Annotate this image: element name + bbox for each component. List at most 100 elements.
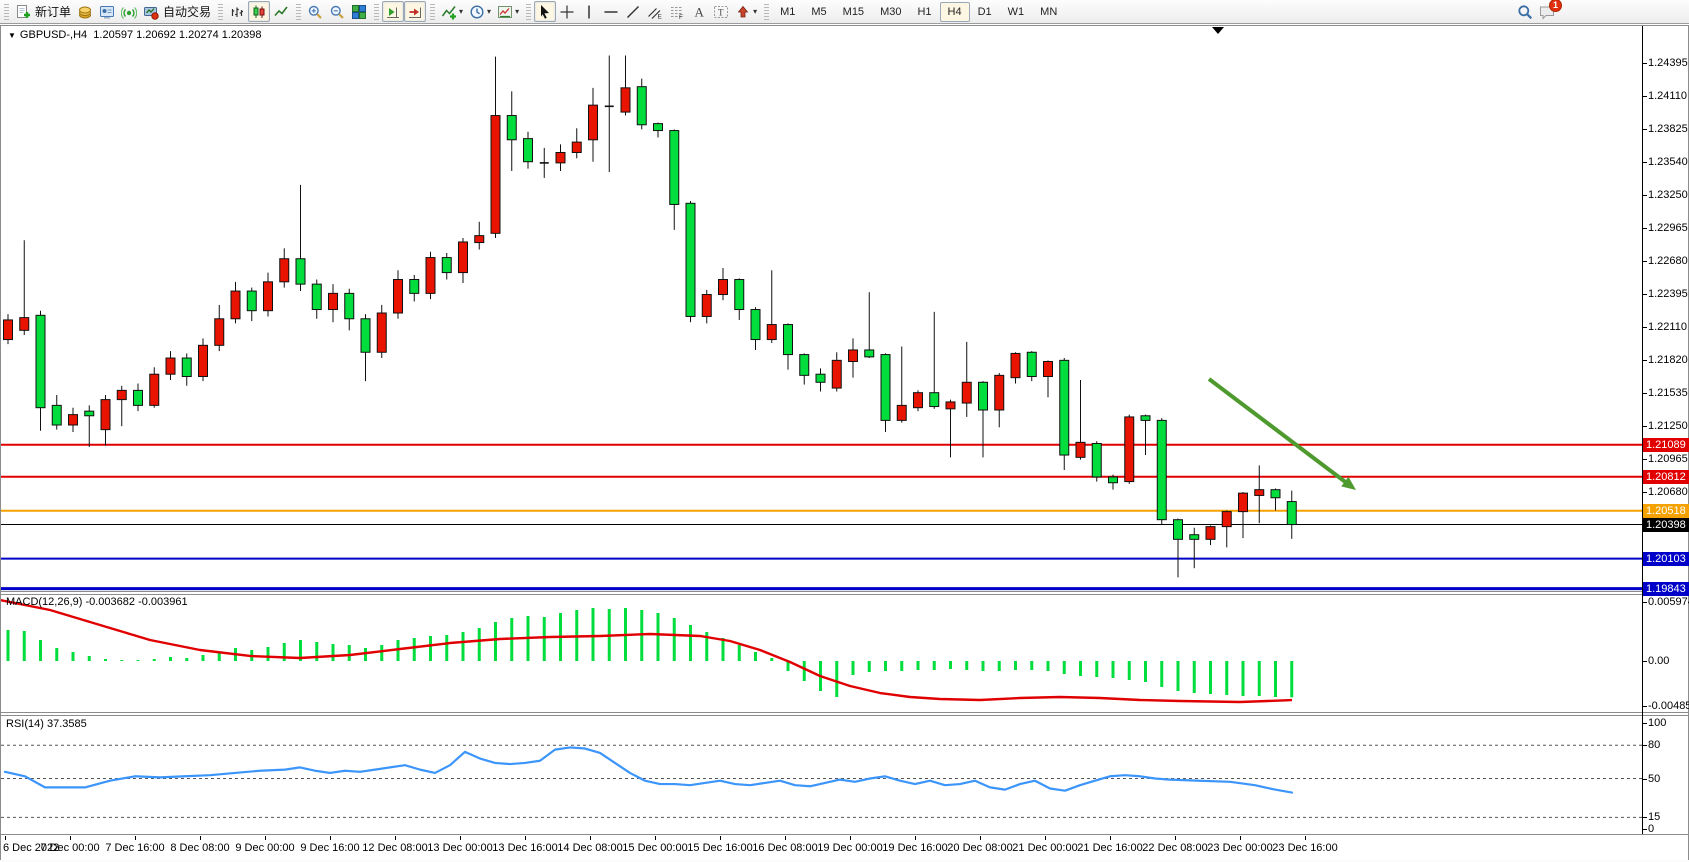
auto-trading-button[interactable]: 自动交易: [140, 1, 214, 22]
horizontal-line-button[interactable]: [600, 1, 622, 22]
channel-button[interactable]: E: [644, 1, 666, 22]
auto-scroll-button[interactable]: [382, 1, 405, 22]
bar-chart-button[interactable]: [226, 1, 248, 22]
add-indicator-button[interactable]: ▾: [438, 1, 466, 22]
time-label: 22 Dec 08:00: [1142, 842, 1208, 854]
price-tick: [1642, 161, 1647, 163]
chart-shift-button[interactable]: [404, 1, 427, 22]
price-tick: [1642, 95, 1647, 97]
chevron-down-icon[interactable]: ▾: [753, 7, 758, 16]
time-label: 14 Dec 08:00: [557, 842, 623, 854]
templates-icon: [497, 4, 513, 20]
tab-w1[interactable]: W1: [1000, 2, 1033, 22]
market-depth-button[interactable]: [74, 1, 96, 22]
zoom-out-button[interactable]: [326, 1, 348, 22]
time-label: 19 Dec 16:00: [882, 842, 948, 854]
vertical-line-icon: [581, 4, 597, 20]
price-tick-label: 1.21820: [1648, 354, 1688, 367]
cursor-icon: [537, 4, 553, 20]
price-tick-label: 1.22395: [1648, 287, 1688, 300]
chevron-down-icon[interactable]: ▾: [515, 7, 520, 16]
chevron-down-icon[interactable]: ▾: [487, 7, 492, 16]
price-tick-label: 1.24110: [1648, 89, 1687, 102]
chart-shift-marker[interactable]: [1212, 27, 1224, 34]
tab-m5[interactable]: M5: [803, 2, 834, 22]
tab-m15[interactable]: M15: [835, 2, 872, 22]
symbol-dropdown-icon[interactable]: ▼: [8, 31, 16, 40]
time-label: 12 Dec 08:00: [362, 842, 428, 854]
macd-scale-tick: [1642, 602, 1647, 604]
macd-scale-label: 0.00: [1648, 655, 1670, 667]
signals-button[interactable]: [118, 1, 140, 22]
price-tick-label: 1.24395: [1648, 57, 1688, 69]
price-tick: [1642, 128, 1647, 130]
channel-icon: E: [647, 4, 663, 20]
time-label: 19 Dec 00:00: [817, 842, 883, 854]
price-tick-label: 1.23250: [1648, 189, 1688, 202]
tab-d1[interactable]: D1: [970, 2, 1000, 22]
time-tick: [525, 836, 526, 840]
time-axis[interactable]: [0, 860, 1689, 862]
text-button[interactable]: A: [688, 1, 710, 22]
rsi-scale-label: 50: [1648, 772, 1661, 785]
crosshair-button[interactable]: [556, 1, 578, 22]
price-tick: [1642, 195, 1647, 197]
text-label-button[interactable]: T: [710, 1, 732, 22]
fibonacci-button[interactable]: F: [666, 1, 688, 22]
new-order-button[interactable]: 新订单: [12, 1, 74, 22]
chevron-down-icon[interactable]: ▾: [459, 7, 464, 16]
button-label: M5: [811, 5, 827, 18]
zoom-out-icon: [329, 4, 345, 20]
line-chart-button[interactable]: [270, 1, 292, 22]
time-label: 13 Dec 00:00: [427, 842, 493, 854]
zoom-in-button[interactable]: [304, 1, 326, 22]
periods-icon: [469, 4, 485, 20]
price-tick-label: 1.23540: [1648, 155, 1688, 168]
time-label: 23 Dec 00:00: [1207, 842, 1273, 854]
price-tick-label: 1.22965: [1648, 222, 1688, 235]
price-tick-label: 1.20680: [1648, 485, 1688, 498]
market-depth-icon: [77, 4, 93, 20]
cursor-button[interactable]: [534, 1, 557, 22]
price-tick-label: 1.22680: [1648, 255, 1688, 268]
time-tick: [1240, 836, 1241, 840]
candlestick-button[interactable]: [248, 1, 271, 22]
auto-trading-icon: [143, 4, 159, 20]
templates-button[interactable]: ▾: [494, 1, 522, 22]
time-label: 21 Dec 16:00: [1077, 842, 1143, 854]
notification-badge: 1: [1549, 0, 1562, 12]
text-icon: A: [691, 4, 707, 20]
chart-symbol-period: GBPUSD-,H4: [19, 29, 88, 41]
chart-title: ▼ GBPUSD-,H4 1.20597 1.20692 1.20274 1.20…: [8, 29, 262, 41]
time-tick: [1045, 836, 1046, 840]
chat-button[interactable]: 1: [1536, 0, 1571, 22]
rsi-scale-label: 80: [1648, 739, 1661, 752]
arrows-button[interactable]: ▾: [732, 1, 760, 22]
tile-windows-button[interactable]: [348, 1, 370, 22]
price-tick-label: 1.23825: [1648, 122, 1688, 135]
svg-text:A: A: [695, 4, 705, 19]
time-tick: [915, 836, 916, 840]
tab-m30[interactable]: M30: [872, 2, 909, 22]
toolbar-grip: [296, 3, 302, 20]
price-tick: [1642, 393, 1647, 395]
button-label: MN: [1040, 5, 1058, 18]
tab-mn[interactable]: MN: [1032, 2, 1065, 22]
signals-icon: [121, 4, 138, 20]
periods-button[interactable]: ▾: [466, 1, 494, 22]
tab-m1[interactable]: M1: [772, 2, 803, 22]
tab-h1[interactable]: H1: [909, 2, 939, 22]
price-tick: [1642, 293, 1647, 295]
time-label: 6 Dec 2022: [3, 842, 60, 854]
search-button[interactable]: [1514, 1, 1536, 22]
chart-window[interactable]: ▼ GBPUSD-,H4 1.20597 1.20692 1.20274 1.20…: [0, 25, 1689, 862]
market-watch-button[interactable]: [96, 1, 118, 22]
trendline-button[interactable]: [622, 1, 644, 22]
time-tick: [460, 836, 461, 840]
tab-h4[interactable]: H4: [939, 1, 970, 22]
vertical-line-button[interactable]: [578, 1, 600, 22]
svg-text:T: T: [718, 7, 724, 17]
time-tick: [70, 836, 71, 840]
time-tick: [720, 836, 721, 840]
chart-canvas[interactable]: [0, 25, 1689, 862]
